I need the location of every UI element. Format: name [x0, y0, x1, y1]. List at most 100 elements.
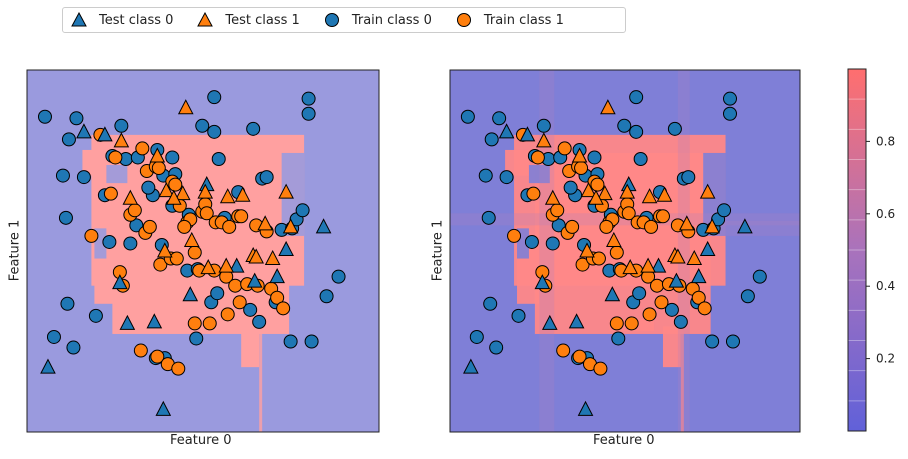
train-point — [609, 316, 624, 331]
test-point — [112, 274, 128, 290]
train-point — [752, 269, 767, 284]
train-point — [169, 251, 184, 266]
test-point — [597, 185, 613, 201]
train-point — [319, 289, 334, 304]
train-point — [228, 278, 243, 293]
test-point — [149, 147, 166, 163]
train-point — [165, 150, 180, 165]
test-point — [183, 231, 200, 247]
train-point — [624, 316, 639, 331]
panel-2-markers — [460, 90, 767, 416]
train-point — [84, 228, 99, 243]
triangle-marker-icon — [197, 12, 214, 27]
legend-item-3: Train class 1 — [456, 12, 564, 28]
test-point — [699, 183, 716, 199]
test-point — [278, 240, 294, 256]
train-point — [655, 209, 670, 224]
train-point — [530, 150, 545, 165]
train-point — [270, 290, 285, 305]
train-point — [88, 308, 103, 323]
test-point — [218, 257, 235, 273]
train-point — [499, 170, 514, 185]
train-point — [195, 118, 210, 133]
train-point — [572, 349, 587, 364]
test-point — [519, 126, 536, 142]
panel-1-ylabel: Feature 1 — [7, 219, 23, 282]
train-point — [492, 111, 507, 126]
train-point — [460, 109, 475, 124]
region-notch — [517, 228, 529, 259]
test-point — [536, 132, 552, 148]
train-point — [133, 343, 148, 358]
train-point — [135, 141, 150, 156]
triangle-marker-icon — [71, 12, 87, 27]
train-point — [511, 308, 526, 323]
train-point — [599, 219, 614, 234]
train-point — [545, 236, 560, 251]
train-point — [114, 118, 129, 133]
train-point — [46, 329, 61, 344]
test-point — [246, 272, 263, 288]
train-point — [507, 228, 522, 243]
train-point — [234, 209, 249, 224]
train-point — [621, 206, 636, 221]
test-point — [197, 183, 214, 199]
train-point — [667, 121, 682, 136]
test-point — [577, 400, 594, 416]
train-point — [524, 234, 539, 249]
train-point — [587, 150, 602, 165]
train-point — [551, 218, 566, 233]
colorbar-frame — [847, 68, 867, 432]
test-point — [498, 123, 515, 139]
test-point — [686, 249, 703, 266]
legend: Test class 0 Test class 1 Train class 0 Tra… — [62, 7, 626, 33]
train-point — [617, 118, 632, 133]
panel-1-xlabel: Feature 0 — [170, 433, 232, 448]
test-point — [234, 186, 251, 202]
train-point — [642, 307, 657, 322]
train-point — [151, 161, 166, 176]
panel-2-frame — [449, 69, 801, 433]
test-point — [606, 231, 622, 247]
train-point — [565, 219, 580, 234]
colorbar-tick-label: 0.6 — [876, 207, 895, 221]
train-point — [526, 186, 541, 201]
test-point — [656, 186, 673, 202]
circle-marker-icon — [324, 13, 339, 27]
test-point — [737, 218, 753, 234]
test-point — [119, 314, 136, 330]
test-point — [650, 257, 667, 273]
train-point — [489, 340, 504, 355]
train-point — [211, 151, 226, 166]
train-point — [37, 109, 52, 124]
train-point — [129, 218, 144, 233]
test-point — [177, 99, 194, 115]
train-point — [69, 111, 84, 126]
test-point — [541, 314, 558, 330]
train-point — [55, 168, 70, 183]
train-point — [591, 251, 606, 266]
train-point — [283, 334, 298, 349]
train-point — [611, 331, 626, 346]
test-point — [97, 126, 113, 142]
train-point — [590, 177, 605, 192]
train-point — [650, 278, 665, 293]
train-point — [243, 302, 258, 317]
train-point — [664, 302, 679, 317]
circle-marker-icon — [456, 13, 471, 27]
panel-2-xlabel: Feature 0 — [593, 433, 655, 448]
train-point — [644, 219, 659, 234]
train-point — [478, 168, 493, 183]
train-point — [304, 334, 319, 349]
train-point — [103, 186, 118, 201]
probability-band — [710, 220, 800, 236]
legend-label: Test class 1 — [225, 12, 300, 28]
train-point — [207, 124, 222, 139]
train-point — [127, 203, 142, 218]
test-point — [174, 185, 191, 201]
train-point — [252, 314, 267, 329]
train-point — [301, 106, 316, 121]
train-point — [723, 106, 737, 121]
train-point — [681, 170, 696, 185]
